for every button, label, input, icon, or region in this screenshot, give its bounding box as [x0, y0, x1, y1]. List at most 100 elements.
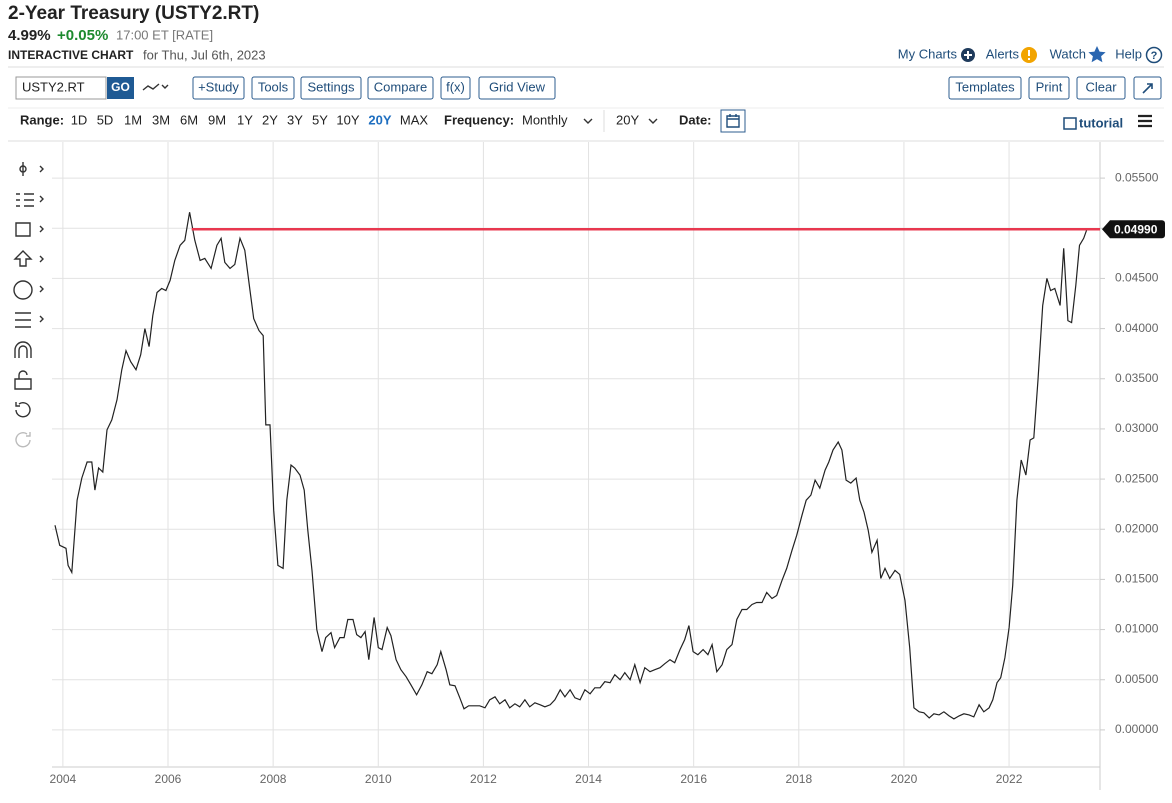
- menu-icon[interactable]: [1138, 114, 1152, 128]
- calendar-icon: [726, 114, 740, 128]
- y-tick-label: 0.02000: [1115, 521, 1159, 535]
- y-tick-label: 0.00000: [1115, 722, 1159, 736]
- price-line: [54, 212, 1088, 720]
- toolbar-button[interactable]: Settings: [300, 76, 362, 100]
- range-option[interactable]: 6M: [180, 112, 198, 127]
- button-frame: [440, 76, 471, 100]
- expand-button[interactable]: [1133, 76, 1162, 100]
- expand-icon: [1142, 83, 1153, 94]
- range-option[interactable]: 1M: [124, 112, 142, 127]
- chart-date: for Thu, Jul 6th, 2023: [143, 47, 266, 62]
- range-label: Range:: [20, 112, 64, 127]
- tool-fib[interactable]: [15, 312, 44, 328]
- range-option[interactable]: 1Y: [237, 112, 253, 127]
- tool-shape[interactable]: [15, 222, 44, 237]
- range-option[interactable]: 1D: [71, 112, 88, 127]
- symbol-text: USTY2.RT: [22, 79, 85, 94]
- frequency-label: Frequency:: [444, 112, 514, 127]
- change: +0.05%: [57, 27, 108, 44]
- my-charts-link[interactable]: My Charts: [898, 46, 958, 61]
- plus-icon-mark: [964, 51, 972, 59]
- range-option[interactable]: 3Y: [287, 112, 303, 127]
- tool-arrow[interactable]: [13, 250, 44, 267]
- chevron: [583, 118, 593, 124]
- y-tick-label: 0.04000: [1115, 321, 1159, 335]
- button-frame: [1076, 76, 1126, 100]
- button-label: Compare: [374, 79, 427, 94]
- tool-crosshair[interactable]: [19, 162, 44, 176]
- help-link[interactable]: Help: [1115, 46, 1142, 61]
- tool-label[interactable]: [13, 280, 33, 300]
- chart: 2004 2006 2008 2010 2012 2014 2016 2018 2020 2022…: [50, 142, 1165, 790]
- y-tick-label: 0.03500: [1115, 371, 1159, 385]
- x-tick-label: 2008: [260, 772, 287, 786]
- toolbar-button[interactable]: Templates: [948, 76, 1022, 100]
- drawing-tools: [13, 162, 44, 448]
- x-tick-label: 2014: [575, 772, 602, 786]
- tool-chevron: [39, 285, 44, 293]
- tool-lock[interactable]: [14, 370, 32, 390]
- alerts-link[interactable]: Alerts: [986, 46, 1020, 61]
- star-icon: [1088, 46, 1106, 63]
- x-tick-label: 2020: [891, 772, 918, 786]
- period-value[interactable]: 20Y: [616, 112, 639, 127]
- toolbar-button[interactable]: Tools: [251, 76, 295, 100]
- x-tick-label: 2016: [680, 772, 707, 786]
- toolbar-button[interactable]: Compare: [367, 76, 434, 100]
- button-frame: [192, 76, 245, 100]
- y-tick-label: 0.02500: [1115, 471, 1159, 485]
- y-tick-label: 0.03000: [1115, 421, 1159, 435]
- chart-label: INTERACTIVE CHART: [8, 48, 134, 62]
- y-tick-label: 0.05500: [1115, 170, 1159, 184]
- tutorial-link[interactable]: tutorial: [1079, 115, 1123, 130]
- tool-redo[interactable]: [15, 432, 31, 448]
- help-icon-mark: ?: [1151, 50, 1158, 62]
- toolbar-button[interactable]: Clear: [1076, 76, 1126, 100]
- button-label: Print: [1036, 79, 1063, 94]
- range-option[interactable]: 5Y: [312, 112, 328, 127]
- range-option[interactable]: 20Y: [368, 112, 391, 127]
- go-text: GO: [111, 80, 130, 94]
- tool-magnet[interactable]: [14, 341, 32, 358]
- button-label: +Study: [198, 79, 239, 94]
- x-tick-label: 2012: [470, 772, 497, 786]
- y-tick-label: 0.01500: [1115, 572, 1159, 586]
- tool-lines[interactable]: [16, 193, 44, 207]
- title: 2-Year Treasury (USTY2.RT): [8, 3, 259, 24]
- range-option[interactable]: 3M: [152, 112, 170, 127]
- toolbar-button[interactable]: f(x): [440, 76, 471, 100]
- symbol-input[interactable]: [15, 76, 107, 100]
- toolbar-button[interactable]: +Study: [192, 76, 245, 100]
- toolbar-button[interactable]: Print: [1028, 76, 1070, 100]
- range-option[interactable]: 2Y: [262, 112, 278, 127]
- button-label: Tools: [258, 79, 289, 94]
- y-tick-label: 0.01000: [1115, 622, 1159, 636]
- x-tick-label: 2022: [996, 772, 1023, 786]
- quote-time: 17:00 ET [RATE]: [116, 27, 213, 42]
- calendar-button[interactable]: [720, 109, 746, 133]
- button-frame: [478, 76, 556, 100]
- go-button[interactable]: [107, 77, 134, 99]
- button-label: Clear: [1085, 79, 1117, 94]
- button-label: f(x): [446, 79, 465, 94]
- chart-type-icon[interactable]: [142, 83, 169, 91]
- x-tick-label: 2018: [785, 772, 812, 786]
- button-frame: [367, 76, 434, 100]
- tutorial-icon: [1063, 117, 1077, 130]
- last-value-badge: [1102, 220, 1165, 239]
- range-option[interactable]: MAX: [400, 112, 429, 127]
- range-option[interactable]: 10Y: [336, 112, 359, 127]
- button-frame: [948, 76, 1022, 100]
- range-option[interactable]: 5D: [97, 112, 114, 127]
- button-label: Grid View: [489, 79, 546, 94]
- button-label: Templates: [955, 79, 1015, 94]
- price: 4.99%: [8, 27, 51, 44]
- toolbar-button[interactable]: Grid View: [478, 76, 556, 100]
- button-label: Settings: [308, 79, 355, 94]
- y-tick-label: 0.00500: [1115, 672, 1159, 686]
- range-option[interactable]: 9M: [208, 112, 226, 127]
- tool-undo[interactable]: [15, 402, 31, 418]
- watch-link[interactable]: Watch: [1050, 46, 1086, 61]
- frequency-value[interactable]: Monthly: [522, 112, 568, 127]
